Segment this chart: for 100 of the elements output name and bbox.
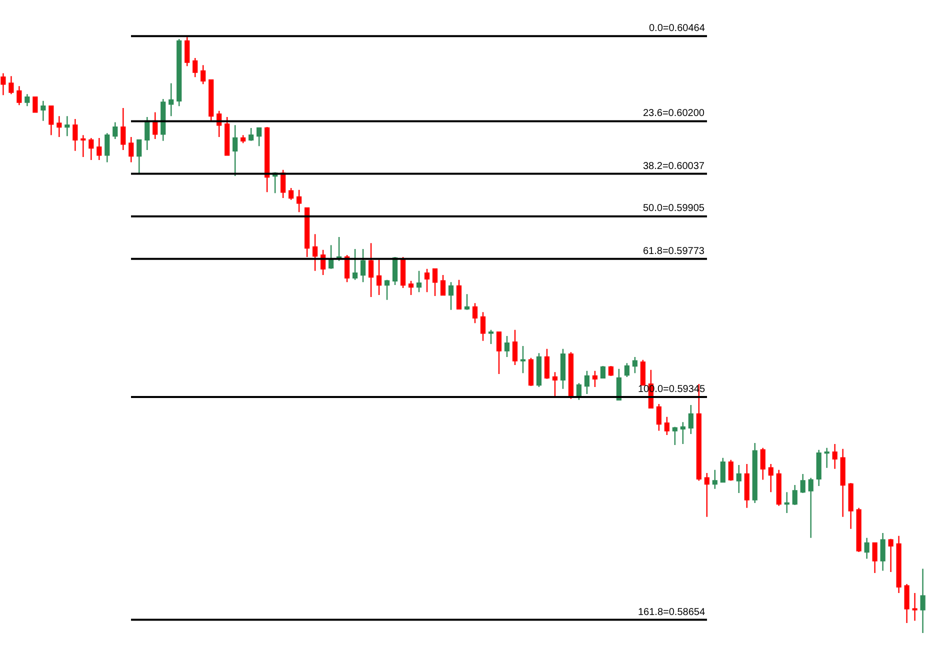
candlestick [488,329,494,345]
candlestick [792,484,798,506]
candlestick [168,82,174,117]
candlestick [888,538,894,573]
candlestick [784,491,790,514]
candlestick [832,443,838,470]
candlestick [848,482,854,530]
candlestick [800,473,806,494]
candlestick [720,457,726,483]
candlestick [672,426,678,446]
candlestick [80,134,86,158]
candlestick [240,134,246,144]
candlestick [144,116,150,151]
candlestick [360,248,366,283]
candlestick [600,365,606,379]
ref-line-label: 50.0=0.59905 [643,203,705,214]
candlestick [296,189,302,213]
candlestick [528,357,534,387]
candlestick [824,447,830,468]
candlestick [584,370,590,395]
candlestick [864,537,870,560]
ref-line-label: 0.0=0.60464 [649,23,706,34]
candlestick [232,124,238,177]
candlestick [208,79,214,122]
candlestick [408,280,414,296]
candlestick [200,64,206,85]
candlestick [656,403,662,432]
ref-line-label: 161.8=0.58654 [638,607,706,618]
candlestick [504,335,510,358]
candlestick [400,256,406,289]
candlestick [856,507,862,553]
candlestick [152,112,158,140]
candlestick [8,76,14,95]
candlestick [568,352,574,400]
candlestick [64,115,70,137]
candlestick [120,107,126,151]
candlestick [768,463,774,493]
candlestick [544,348,550,380]
candlestick [312,234,318,272]
candlestick [424,268,430,293]
candlestick [896,535,902,594]
candlestick [808,477,814,538]
candlestick [440,274,446,296]
candlestick [280,169,286,199]
candlestick [328,244,334,270]
candlestick [88,137,94,161]
candlestick [384,279,390,300]
candlestick [840,448,846,518]
candlestick [304,207,310,258]
candlestick [40,100,46,122]
candlestick [496,332,502,375]
candlestick [432,268,438,297]
candlestick [32,96,38,113]
candlestick [16,86,22,106]
candlestick [592,370,598,388]
candlestick [904,583,910,624]
candlestick [336,236,342,262]
candlestick [248,127,254,142]
candlestick [640,359,646,386]
candlestick [48,105,54,136]
ref-line-label: 23.6=0.60200 [643,108,705,119]
candlestick [464,293,470,310]
candlestick [136,139,142,175]
candlestick [760,447,766,480]
candlestick [536,352,542,388]
candlestick [744,463,750,508]
candlestick [448,282,454,310]
candlestick [472,302,478,324]
candlestick [160,98,166,142]
candlestick [880,532,886,572]
candlestick [104,132,110,163]
candlestick [96,137,102,161]
candlestick [456,279,462,310]
candlestick [552,372,558,398]
candlestick [352,248,358,280]
ref-line-label: 38.2=0.60037 [643,161,705,172]
candlestick [176,38,182,107]
candlestick [752,442,758,504]
candlestick [72,118,78,152]
candlestick [616,368,622,400]
candlestick [728,459,734,482]
candlestick [368,242,374,298]
candlestick [736,464,742,494]
candlestick [816,449,822,487]
candlestick [264,126,270,193]
candlestick [192,57,198,78]
candlestick [480,312,486,342]
candlestick [872,542,878,574]
candlestick [0,72,6,96]
candlestick [56,115,62,138]
candlestick [776,469,782,507]
candlestick [376,259,382,296]
candlestick [912,592,918,622]
ref-line-label: 61.8=0.59773 [643,246,705,257]
candlestick [256,127,262,147]
candlestick [632,356,638,374]
candlestick [704,472,710,518]
candlestick [24,94,30,107]
candlestick [128,136,134,163]
candlestick [688,404,694,435]
